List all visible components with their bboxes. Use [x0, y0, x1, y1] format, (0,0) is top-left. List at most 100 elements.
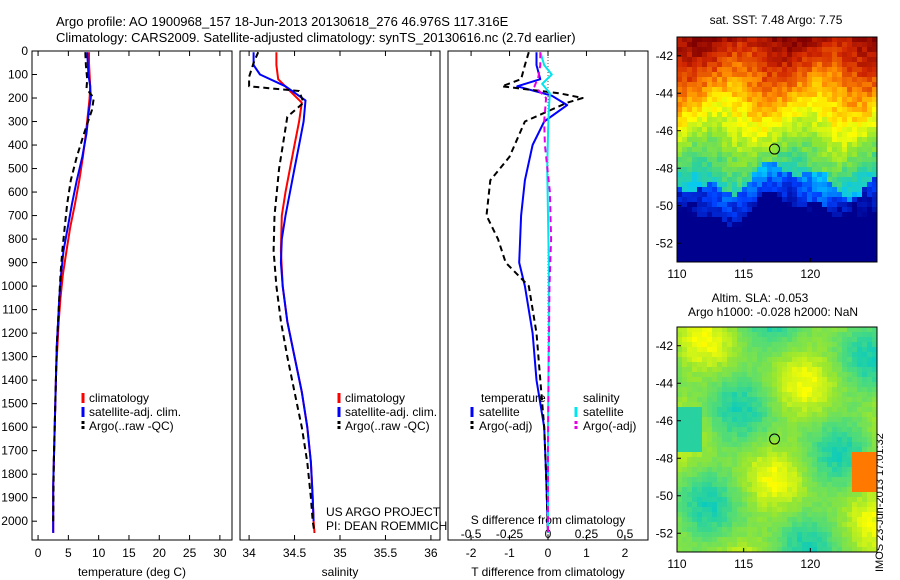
sla-map-cell [787, 377, 792, 382]
sla-map-cell [842, 347, 847, 352]
sla-map-cell [822, 492, 827, 497]
sst-map-cell [862, 177, 867, 182]
sst-map-cell [872, 92, 877, 97]
sst-map-cell [817, 177, 822, 182]
sst-map-cell [742, 37, 747, 42]
sst-map-cell [682, 127, 687, 132]
sst-map-cell [677, 67, 682, 72]
sst-map-cell [737, 92, 742, 97]
sla-map-cell [812, 352, 817, 357]
sst-map-cell [742, 127, 747, 132]
sst-map-cell [747, 232, 752, 237]
sla-map-cell [777, 337, 782, 342]
sla-map-cell [687, 332, 692, 337]
sla-map-cell [777, 397, 782, 402]
sla-map-cell [722, 452, 727, 457]
sst-map-cell [767, 167, 772, 172]
sst-map-cell [722, 212, 727, 217]
sla-map-cell [752, 472, 757, 477]
sla-map-cell [742, 377, 747, 382]
sla-map-cell [832, 387, 837, 392]
sst-map-cell [762, 197, 767, 202]
sst-map-cell [707, 37, 712, 42]
sla-map-cell [752, 467, 757, 472]
sst-map-cell [757, 162, 762, 167]
sst-map-cell [827, 97, 832, 102]
sst-map-cell [692, 187, 697, 192]
sla-map-cell [842, 367, 847, 372]
sla-map-cell [782, 532, 787, 537]
sla-map-cell [827, 377, 832, 382]
sla-map-cell [842, 527, 847, 532]
sst-map-cell [852, 97, 857, 102]
sla-map-cell [852, 447, 857, 452]
sla-map-cell [742, 492, 747, 497]
sst-map-cell [847, 117, 852, 122]
sla-map-cell [802, 362, 807, 367]
sla-map-cell [687, 347, 692, 352]
sla-map-cell [787, 417, 792, 422]
sla-map-cell [847, 372, 852, 377]
sst-map-cell [742, 92, 747, 97]
sst-map-cell [792, 152, 797, 157]
sla-map-cell [832, 497, 837, 502]
sst-map-cell [682, 62, 687, 67]
sst-map-cell [717, 112, 722, 117]
sla-map-cell [747, 547, 752, 552]
sla-map-cell [702, 437, 707, 442]
sst-map-cell [862, 47, 867, 52]
sst-map-cell [682, 182, 687, 187]
sla-map-cell [797, 372, 802, 377]
sst-map-cell [762, 67, 767, 72]
sla-map-cell [737, 452, 742, 457]
sst-map-cell [862, 97, 867, 102]
sla-map-cell [787, 392, 792, 397]
sla-map-cell [677, 497, 682, 502]
sla-map-cell [762, 347, 767, 352]
sst-map-cell [767, 212, 772, 217]
sla-map-cell [857, 382, 862, 387]
sst-map-cell [712, 82, 717, 87]
sst-map-cell [792, 162, 797, 167]
sla-map-cell [722, 382, 727, 387]
sla-map-cell [737, 432, 742, 437]
sla-map-cell [717, 547, 722, 552]
sst-map-cell [772, 217, 777, 222]
sst-map-cell [737, 167, 742, 172]
sla-map-cell [837, 412, 842, 417]
sst-map-cell [752, 172, 757, 177]
sst-map-cell [722, 237, 727, 242]
sst-map-cell [682, 107, 687, 112]
sla-map-cell [757, 407, 762, 412]
sla-map-cell [817, 352, 822, 357]
sst-map-cell [742, 97, 747, 102]
sla-map-cell [797, 347, 802, 352]
sla-map-ytick-label: -50 [656, 489, 674, 503]
sst-map-cell [747, 177, 752, 182]
sla-map-cell [847, 432, 852, 437]
sla-map-cell [817, 367, 822, 372]
sst-map-cell [752, 57, 757, 62]
sst-map-cell [697, 37, 702, 42]
sla-map-cell [807, 347, 812, 352]
sla-map-cell [827, 467, 832, 472]
sla-map-cell [682, 437, 687, 442]
sla-map-cell [712, 482, 717, 487]
sst-map-cell [837, 222, 842, 227]
sst-map-cell [772, 187, 777, 192]
sst-map-cell [712, 137, 717, 142]
sla-map-cell [772, 542, 777, 547]
sla-map-cell [717, 502, 722, 507]
sst-map-cell [777, 87, 782, 92]
sst-map-cell [702, 47, 707, 52]
sst-map-cell [852, 167, 857, 172]
sla-map-cell [767, 452, 772, 457]
sla-map-cell [707, 407, 712, 412]
sla-map-cell [857, 487, 862, 492]
sla-map-ytick-label: -46 [656, 414, 674, 428]
sla-map-cell [692, 507, 697, 512]
sst-map-cell [752, 52, 757, 57]
sla-map-cell [842, 482, 847, 487]
sla-map-cell [747, 437, 752, 442]
sst-map-cell [837, 62, 842, 67]
